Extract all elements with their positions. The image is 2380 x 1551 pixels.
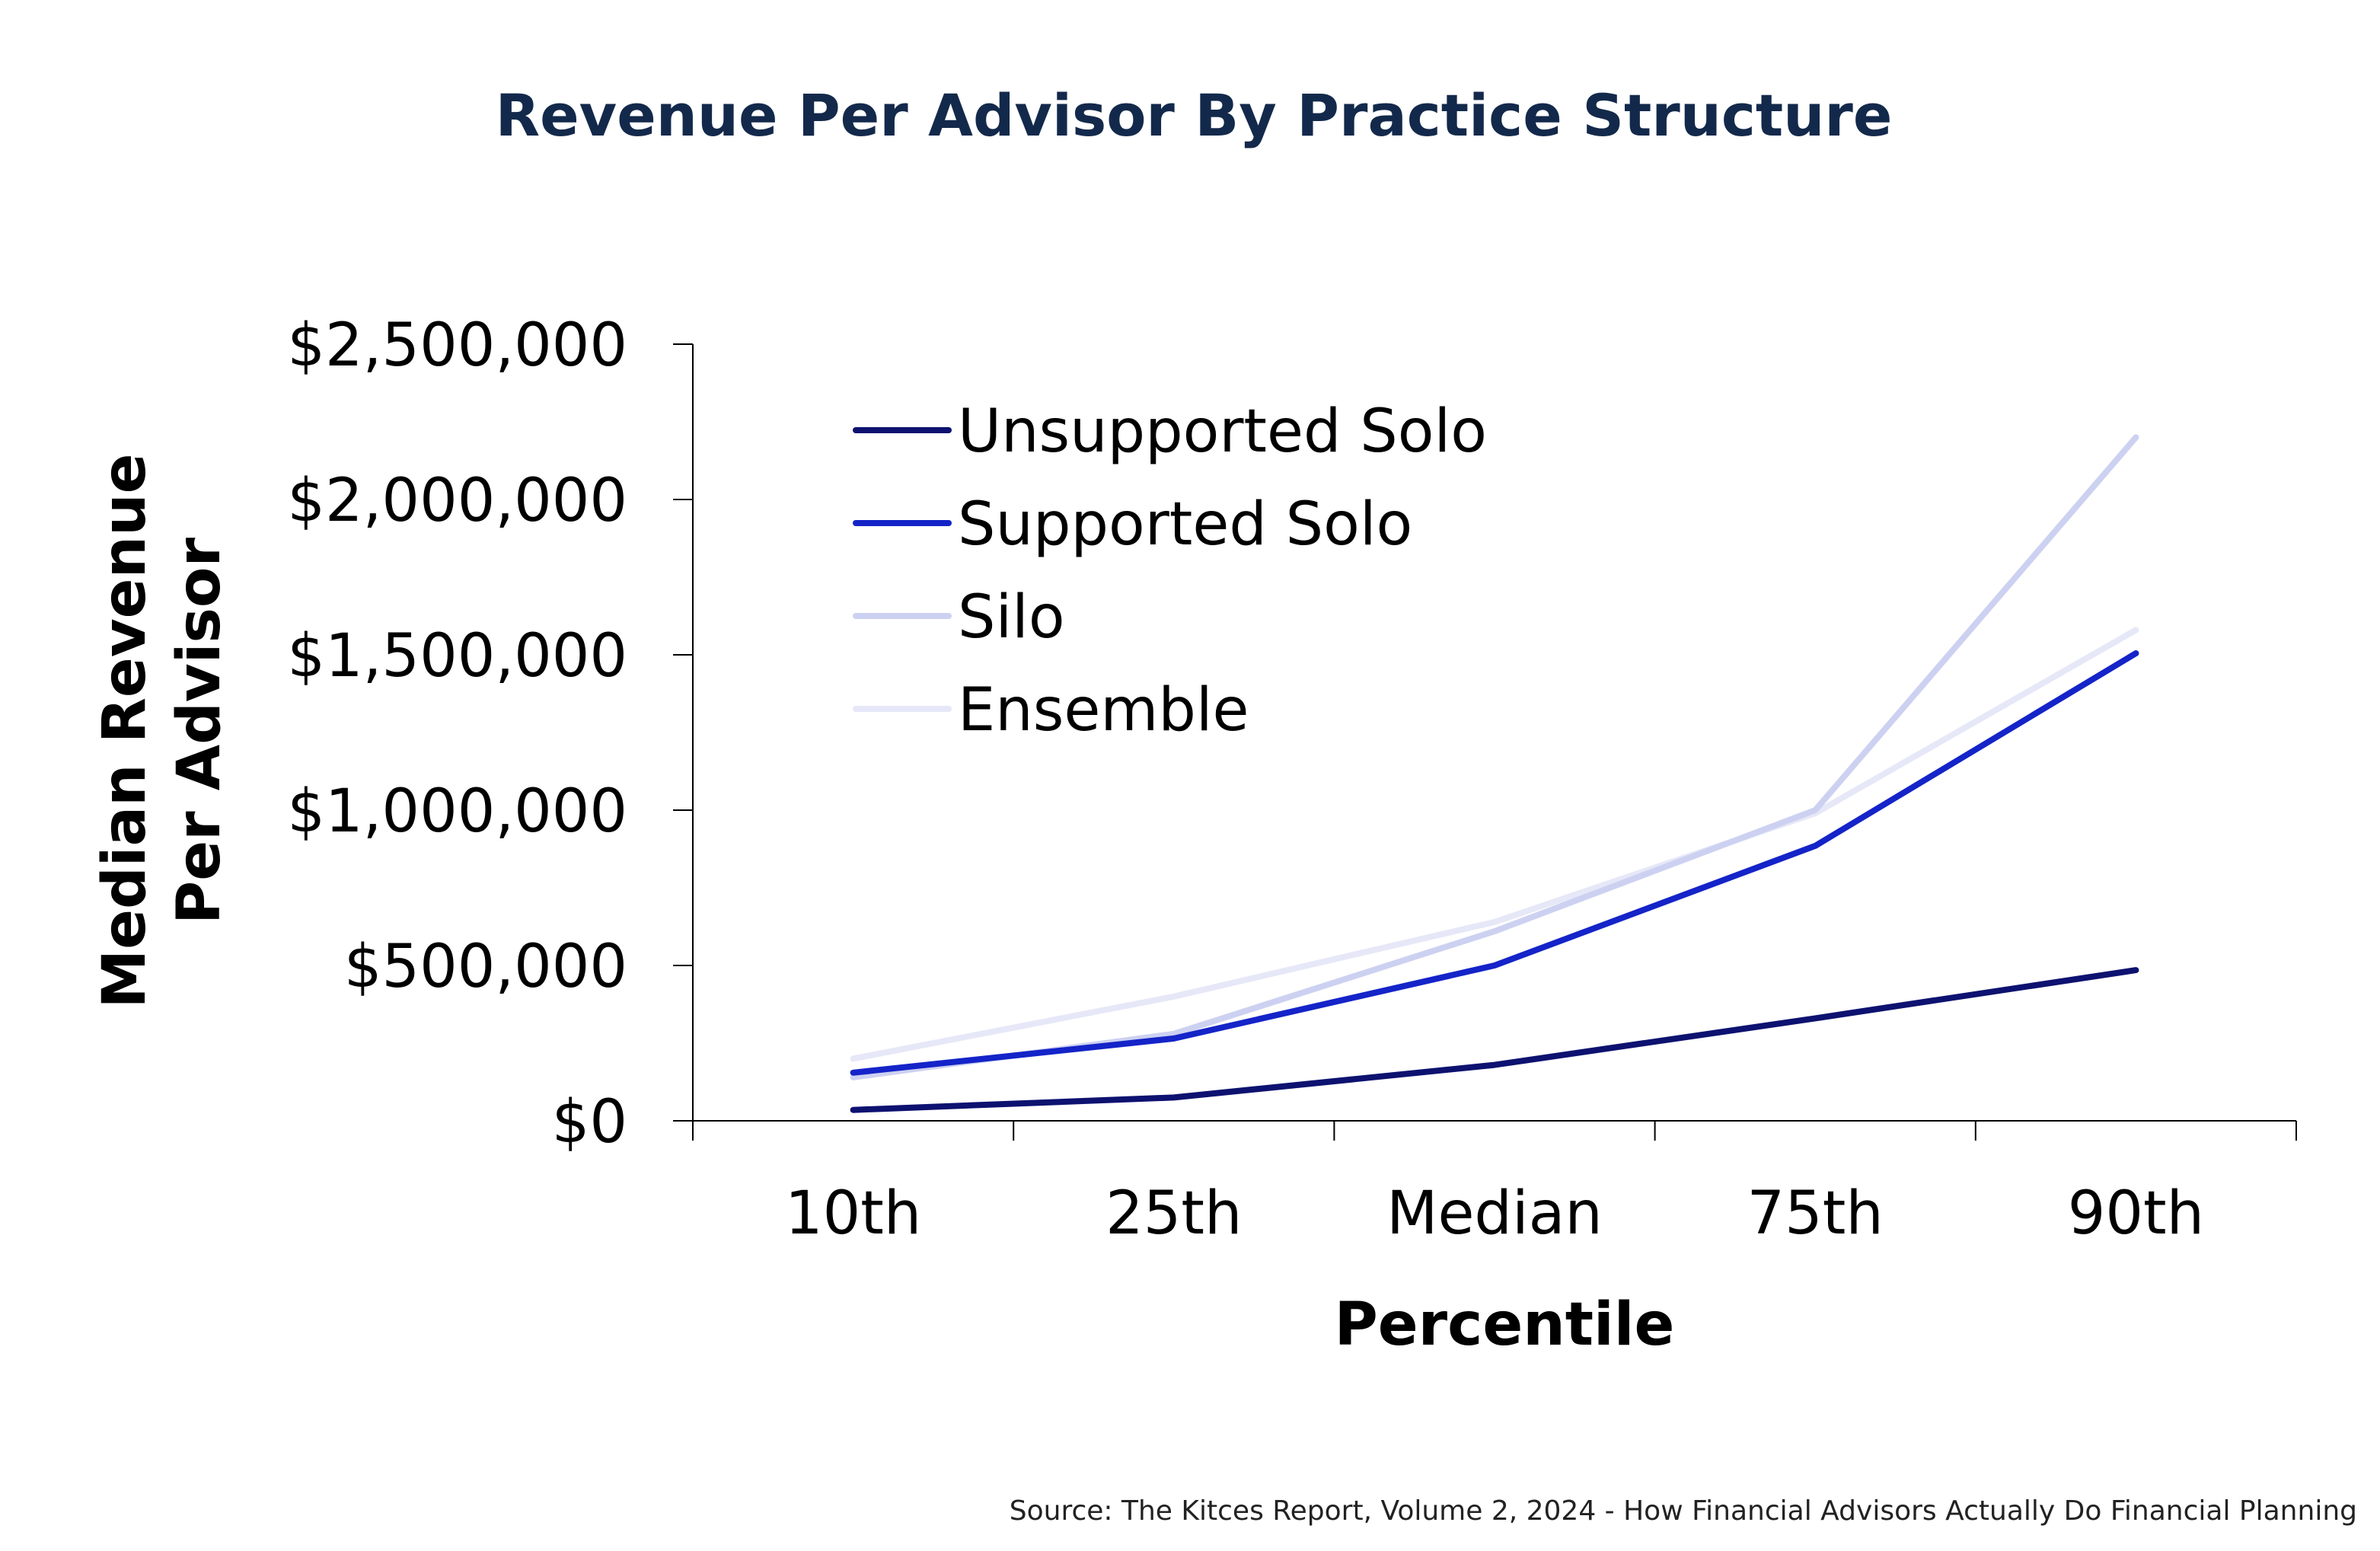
- y-tick-label: $2,500,000: [287, 311, 627, 380]
- legend: Unsupported Solo Supported Solo Silo Ensemb…: [853, 397, 1487, 745]
- x-tick-label: 75th: [1747, 1179, 1884, 1248]
- y-tick-label: $1,500,000: [287, 622, 627, 691]
- y-tick-label: $1,000,000: [287, 777, 627, 846]
- source-note: Source: The Kitces Report, Volume 2, 202…: [1010, 1495, 2357, 1527]
- series-lines: [850, 434, 2139, 1113]
- legend-label-ensemble: Ensemble: [958, 676, 1249, 745]
- x-axis-title: Percentile: [1335, 1291, 1675, 1359]
- series-line-supported-solo: [850, 650, 2139, 1076]
- x-tick-label: Median: [1386, 1179, 1603, 1248]
- x-tick-label: 10th: [785, 1179, 921, 1248]
- x-ticks: 10th 25th Median 75th 90th: [692, 1121, 2297, 1248]
- y-axis-title: Median Revenue Per Advisor: [91, 453, 234, 1008]
- legend-label-silo: Silo: [958, 583, 1065, 652]
- y-tick-label: $0: [552, 1088, 627, 1157]
- x-tick-label: 90th: [2068, 1179, 2204, 1248]
- legend-label-supported-solo: Supported Solo: [958, 490, 1412, 559]
- legend-label-unsupported-solo: Unsupported Solo: [958, 397, 1487, 466]
- chart-title: Revenue Per Advisor By Practice Structur…: [496, 81, 1893, 149]
- y-tick-label: $500,000: [344, 933, 627, 1001]
- axes: [692, 344, 2296, 1122]
- y-axis-title-line-2: Per Advisor: [165, 537, 234, 924]
- x-tick-label: 25th: [1105, 1179, 1242, 1248]
- y-tick-label: $2,000,000: [287, 467, 627, 535]
- y-ticks: $0 $500,000 $1,000,000 $1,500,000 $2,000,000…: [287, 311, 693, 1157]
- series-line-ensemble: [850, 627, 2139, 1062]
- series-line-unsupported-solo: [850, 967, 2139, 1113]
- y-axis-title-line-1: Median Revenue: [91, 453, 159, 1008]
